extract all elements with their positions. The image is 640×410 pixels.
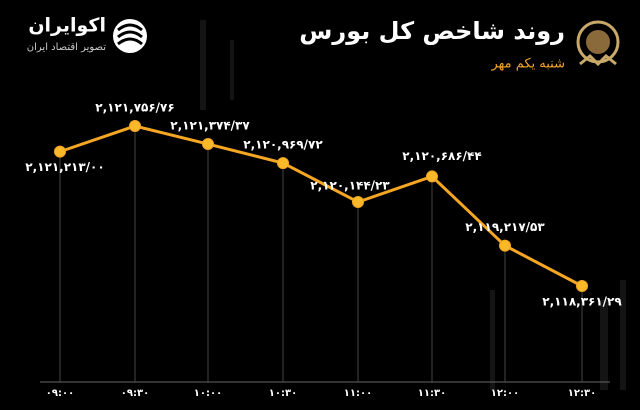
- value-label: ۲,۱۲۰,۹۶۹/۷۲: [243, 138, 323, 152]
- point: [352, 195, 364, 208]
- x-tick-label: ۱۰:۰۰: [194, 388, 222, 399]
- point: [54, 145, 66, 158]
- point: [277, 157, 289, 170]
- x-tick-label: ۱۲:۰۰: [491, 388, 519, 399]
- value-label: ۲,۱۲۱,۷۵۶/۷۶: [95, 101, 174, 115]
- x-tick-label: ۰۹:۳۰: [121, 388, 149, 399]
- point: [576, 280, 588, 292]
- point: [129, 120, 141, 132]
- x-tick-label: ۱۲:۳۰: [568, 388, 596, 399]
- value-label: ۲,۱۲۱,۲۱۳/۰۰: [25, 160, 104, 174]
- value-label: ۲,۱۱۹,۲۱۷/۵۳: [465, 220, 545, 234]
- value-label: ۲,۱۲۰,۶۸۶/۴۴: [402, 149, 481, 163]
- point: [202, 138, 214, 151]
- x-tick-label: ۰۹:۰۰: [46, 388, 74, 399]
- value-label: ۲,۱۲۱,۳۷۴/۳۷: [170, 119, 250, 133]
- chart-subtitle: شنبه یکم مهر: [490, 57, 565, 72]
- brand-logo: [113, 19, 147, 53]
- x-tick-label: ۱۰:۳۰: [269, 388, 297, 399]
- decoration: [200, 20, 626, 390]
- x-tick-label: ۱۱:۳۰: [418, 388, 446, 399]
- chart-title: روند شاخص کل بورس: [299, 17, 565, 45]
- brand-name: اکوایران: [28, 15, 106, 37]
- value-label: ۲,۱۲۰,۱۴۴/۲۳: [310, 178, 390, 192]
- point: [426, 170, 438, 183]
- brand-tagline: تصویر اقتصاد ایران: [27, 42, 106, 53]
- x-tick-label: ۱۱:۰۰: [344, 388, 372, 399]
- point: [499, 239, 511, 252]
- exchange-logo: [576, 20, 620, 67]
- value-label: ۲,۱۱۸,۳۶۱/۲۹: [542, 295, 622, 309]
- line: [59, 124, 583, 288]
